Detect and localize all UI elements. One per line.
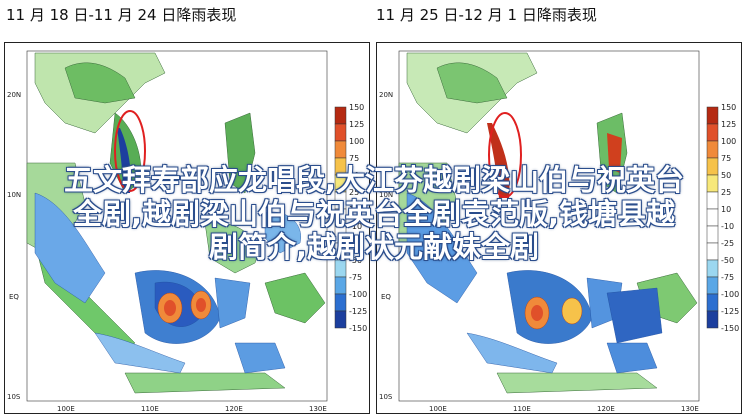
rainfall-map-panel-left: 20N 10N EQ 10S 100E 110E 120E 130E 150 12… [4, 42, 370, 414]
legend-swatch [706, 140, 719, 159]
legend-swatch [706, 293, 719, 312]
legend-label: 25 [721, 188, 731, 197]
legend-label: 125 [349, 120, 364, 129]
legend-swatch [334, 123, 347, 142]
rainfall-orange-areas [487, 123, 622, 330]
legend-swatch [706, 106, 719, 125]
legend-label: -125 [349, 307, 367, 316]
legend-swatch [334, 191, 347, 210]
rainfall-orange-areas [117, 128, 212, 324]
legend-swatch [706, 157, 719, 176]
legend-label: 10 [721, 205, 731, 214]
legend-label: -100 [349, 290, 367, 299]
legend-label: -75 [721, 273, 734, 282]
legend-label: 75 [721, 154, 731, 163]
legend-label: -25 [721, 239, 734, 248]
legend-swatch [706, 123, 719, 142]
legend-label: -150 [349, 324, 367, 333]
rainfall-map-panel-right: 20N 10N EQ 10S 100E 110E 120E 130E 150 12… [376, 42, 742, 414]
highlight-ellipse [114, 110, 146, 192]
panel-title-left: 11 月 18 日-11 月 24 日降雨表现 [6, 6, 237, 24]
legend-swatch [334, 208, 347, 227]
legend-swatch [706, 259, 719, 278]
legend-label: -100 [721, 290, 739, 299]
lat-label: 10S [379, 393, 393, 401]
lat-label: 20N [379, 91, 393, 99]
lon-label: 100E [429, 405, 447, 413]
legend-label: 75 [349, 154, 359, 163]
lon-label: 100E [57, 405, 75, 413]
legend-label: -10 [721, 222, 734, 231]
legend-swatch [706, 242, 719, 261]
lon-label: 110E [141, 405, 159, 413]
legend-label: 50 [349, 171, 359, 180]
legend-label: 10 [349, 205, 359, 214]
legend-swatch [706, 310, 719, 329]
legend-label: 150 [349, 103, 364, 112]
legend-swatch [334, 293, 347, 312]
legend-right: 150 125 100 75 50 25 10 -10 -25 -50 -75 -100 -125 -15… [706, 103, 739, 333]
lon-label: 130E [309, 405, 327, 413]
legend-left: 150 125 100 75 50 25 10 -10 -25 -50 -75 -100 -125 -15… [334, 103, 367, 333]
legend-swatch [334, 106, 347, 125]
legend-label: -150 [721, 324, 739, 333]
legend-label: -50 [349, 256, 362, 265]
lat-label: 20N [7, 91, 21, 99]
legend-swatch [334, 259, 347, 278]
legend-swatch [706, 208, 719, 227]
rainfall-blue-areas [406, 192, 663, 374]
lon-label: 110E [513, 405, 531, 413]
legend-swatch [334, 225, 347, 244]
legend-swatch [334, 157, 347, 176]
legend-swatch [334, 242, 347, 261]
lat-label: EQ [9, 293, 19, 301]
legend-label: -50 [721, 256, 734, 265]
legend-label: 50 [721, 171, 731, 180]
legend-swatch [706, 191, 719, 210]
legend-swatch [334, 174, 347, 193]
lat-label: 10S [7, 393, 21, 401]
legend-label: 125 [721, 120, 736, 129]
lon-label: 120E [225, 405, 243, 413]
legend-label: 100 [349, 137, 364, 146]
legend-label: -10 [349, 222, 362, 231]
legend-swatch [706, 174, 719, 193]
legend-swatch [334, 276, 347, 295]
legend-label: 25 [349, 188, 359, 197]
panel-title-right: 11 月 25 日-12 月 1 日降雨表现 [376, 6, 597, 24]
highlight-ellipse [488, 112, 522, 198]
legend-label: 100 [721, 137, 736, 146]
lat-label: 10N [7, 191, 21, 199]
lat-label: 10N [379, 191, 393, 199]
legend-swatch [334, 140, 347, 159]
legend-swatch [706, 225, 719, 244]
legend-label: -25 [349, 239, 362, 248]
legend-swatch [706, 276, 719, 295]
lat-label: EQ [381, 293, 391, 301]
rainfall-map-left: 20N 10N EQ 10S 100E 110E 120E 130E 150 12… [7, 50, 367, 413]
lon-label: 130E [681, 405, 699, 413]
legend-label: -125 [721, 307, 739, 316]
legend-label: 150 [721, 103, 736, 112]
rainfall-map-right: 20N 10N EQ 10S 100E 110E 120E 130E 150 12… [379, 50, 739, 413]
legend-label: -75 [349, 273, 362, 282]
legend-swatch [334, 310, 347, 329]
lon-label: 120E [597, 405, 615, 413]
